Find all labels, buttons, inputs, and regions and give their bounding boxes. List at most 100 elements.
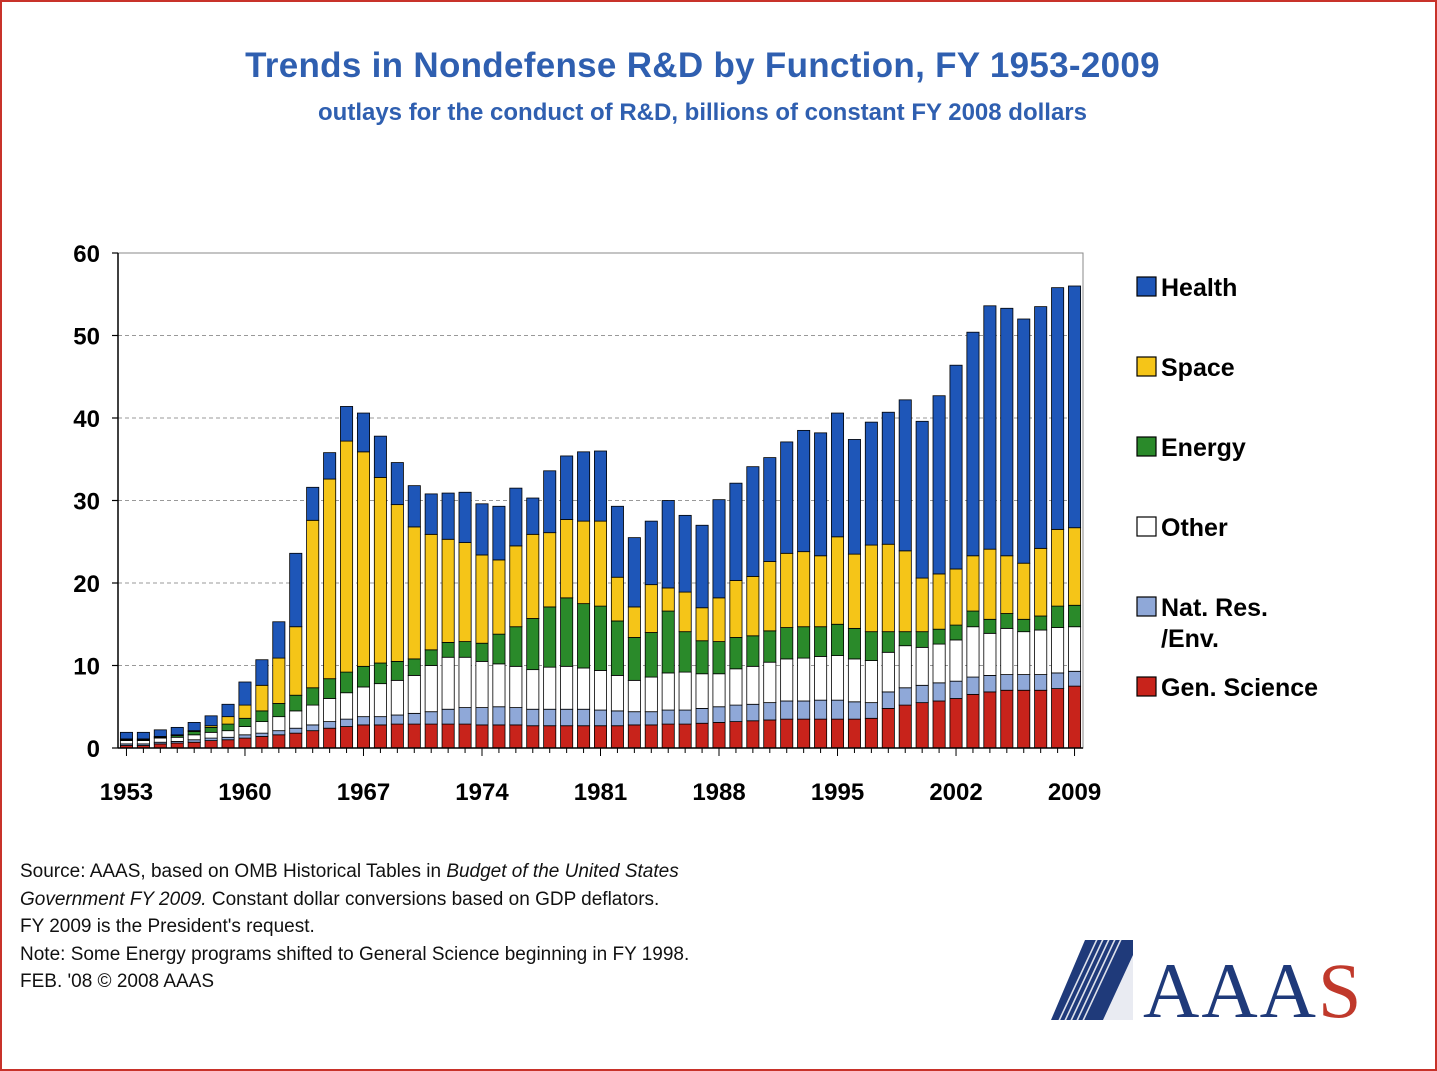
- bar-segment: [492, 633, 506, 665]
- legend-label: Energy: [1161, 434, 1246, 462]
- bar-segment: [966, 693, 980, 749]
- bar-segment: [864, 631, 878, 661]
- bar-segment: [1051, 627, 1065, 674]
- bar-segment: [983, 691, 997, 749]
- bar-segment: [661, 500, 675, 589]
- bar-segment: [983, 305, 997, 550]
- bar-segment: [695, 673, 709, 709]
- y-tick-label: 30: [73, 489, 100, 516]
- bar-segment: [932, 573, 946, 630]
- bar-stack-1995: [831, 412, 845, 749]
- bar-segment: [594, 725, 607, 749]
- bar-segment: [814, 555, 828, 628]
- bar-segment: [898, 687, 912, 706]
- legend-swatch: [1136, 276, 1157, 297]
- bar-segment: [238, 734, 252, 739]
- axes: [112, 252, 1084, 756]
- bar-segment: [881, 708, 895, 749]
- y-tick-label: 40: [73, 406, 100, 433]
- bar-segment: [492, 724, 506, 749]
- bar-stack-1994: [814, 432, 828, 749]
- bar-segment: [543, 708, 557, 727]
- bar-stack-1968: [373, 435, 387, 749]
- bar-segment: [627, 724, 641, 749]
- bar-segment: [1034, 547, 1048, 617]
- bar-stack-1969: [390, 462, 404, 749]
- bar-segment: [390, 679, 404, 716]
- bar-segment: [644, 632, 658, 678]
- bar-segment: [475, 642, 489, 662]
- bar-segment: [1034, 306, 1048, 549]
- bar-segment: [610, 620, 624, 676]
- bar-segment: [594, 709, 607, 727]
- x-tick-label: 1960: [218, 779, 271, 806]
- bar-segment: [746, 635, 760, 667]
- bar-segment: [594, 520, 607, 607]
- bar-segment: [1034, 615, 1048, 631]
- bar-segment: [627, 711, 641, 726]
- legend-item: Gen. Science: [1136, 674, 1318, 702]
- bar-segment: [306, 687, 320, 706]
- bar-segment: [509, 665, 523, 708]
- bar-segment: [475, 554, 489, 644]
- bar-segment: [678, 631, 692, 673]
- bar-stack-1997: [864, 421, 878, 749]
- bar-stack-1955: [153, 729, 167, 749]
- bar-segment: [543, 666, 557, 710]
- legend-item: Nat. Res./Env.: [1136, 594, 1268, 653]
- bar-segment: [1000, 613, 1014, 629]
- bar-segment: [255, 710, 269, 723]
- bar-segment: [526, 708, 540, 727]
- bar-stack-1989: [729, 482, 743, 749]
- bar-segment: [1068, 285, 1082, 529]
- bar-segment: [407, 675, 421, 714]
- bar-segment: [221, 730, 235, 738]
- bar-stack-1986: [678, 514, 692, 749]
- bar-segment: [712, 499, 726, 599]
- bar-segment: [746, 703, 760, 722]
- bar-segment: [560, 455, 574, 520]
- bar-segment: [424, 723, 438, 749]
- bar-segment: [340, 692, 354, 720]
- bar-segment: [610, 710, 624, 727]
- bar-segment: [136, 731, 150, 740]
- bar-segment: [831, 412, 845, 538]
- bar-segment: [915, 631, 929, 648]
- bar-segment: [594, 605, 607, 671]
- bar-stack-2001: [932, 395, 946, 749]
- bar-segment: [814, 656, 828, 701]
- bar-segment: [492, 559, 506, 635]
- bar-segment: [1017, 674, 1031, 691]
- bar-segment: [780, 700, 794, 720]
- bar-segment: [577, 603, 591, 669]
- bar-segment: [881, 631, 895, 653]
- bar-segment: [458, 707, 472, 725]
- bar-segment: [661, 723, 675, 749]
- bar-segment: [356, 412, 370, 453]
- bar-segment: [712, 641, 726, 675]
- bar-segment: [272, 734, 286, 749]
- bar-segment: [424, 665, 438, 713]
- bar-segment: [373, 476, 387, 664]
- bar-segment: [763, 457, 777, 562]
- bar-segment: [729, 637, 743, 670]
- bar-segment: [644, 584, 658, 633]
- y-tick-label: 50: [73, 324, 100, 351]
- bar-segment: [475, 707, 489, 726]
- legend-swatch: [1136, 596, 1157, 617]
- bar-stack-2007: [1034, 306, 1048, 749]
- bar-segment: [729, 668, 743, 706]
- bar-segment: [390, 462, 404, 506]
- bar-stack-1954: [136, 731, 150, 749]
- bar-segment: [949, 698, 963, 749]
- bar-segment: [543, 470, 557, 534]
- bar-segment: [458, 656, 472, 708]
- bar-segment: [475, 724, 489, 749]
- bar-stack-1984: [644, 520, 658, 749]
- bar-segment: [983, 675, 997, 693]
- x-tick-label: 1967: [337, 779, 390, 806]
- bar-stack-2004: [983, 305, 997, 749]
- bar-stack-2002: [949, 364, 963, 749]
- bar-segment: [509, 487, 523, 547]
